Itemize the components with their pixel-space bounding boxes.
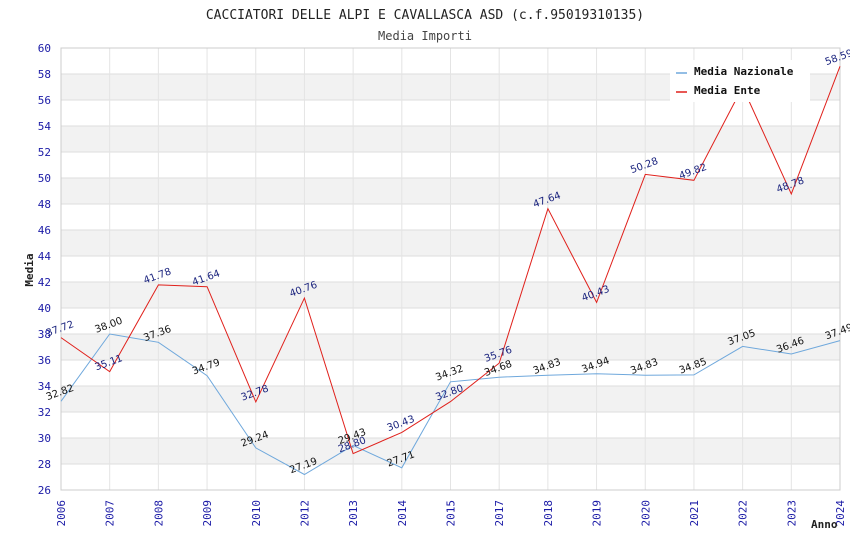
- y-tick-label: 60: [38, 42, 51, 55]
- data-label-ente: 50.28: [629, 156, 660, 176]
- x-tick-label: 2021: [688, 500, 701, 527]
- y-tick-label: 26: [38, 484, 51, 497]
- chart-title: CACCIATORI DELLE ALPI E CAVALLASCA ASD (…: [206, 8, 644, 23]
- grid-lines: [60, 47, 841, 491]
- y-tick-label: 36: [38, 354, 51, 367]
- x-axis-label: Anno: [811, 518, 838, 531]
- data-label-ente: 58.59: [824, 48, 850, 68]
- y-tick-label: 32: [38, 406, 51, 419]
- y-tick-label: 44: [38, 250, 52, 263]
- data-label-nazionale: 38.00: [94, 316, 125, 336]
- x-tick-label: 2015: [445, 500, 458, 527]
- y-tick-label: 48: [38, 198, 51, 211]
- y-axis-ticks: 26 28 30 32 34 36 38 40 42 44 46 48 50 52 54 56 58 60: [38, 42, 52, 497]
- y-tick-label: 30: [38, 432, 51, 445]
- y-tick-label: 52: [38, 146, 51, 159]
- x-tick-label: 2009: [201, 500, 214, 527]
- x-tick-label: 2023: [785, 500, 798, 527]
- series-line-ente: [60, 66, 841, 455]
- x-tick-label: 2024: [834, 500, 847, 527]
- legend-label-nazionale: Media Nazionale: [694, 65, 794, 78]
- x-tick-label: 2020: [639, 500, 652, 527]
- y-tick-label: 58: [38, 68, 51, 81]
- x-tick-label: 2017: [493, 500, 506, 527]
- x-tick-label: 2013: [347, 500, 360, 527]
- x-tick-label: 2007: [104, 500, 117, 527]
- x-tick-label: 2019: [591, 500, 604, 527]
- y-tick-label: 28: [38, 458, 51, 471]
- y-tick-label: 42: [38, 276, 51, 289]
- y-tick-label: 38: [38, 328, 51, 341]
- y-axis-label: Media: [23, 253, 36, 286]
- x-tick-label: 2022: [737, 500, 750, 527]
- x-tick-label: 2018: [542, 500, 555, 527]
- y-tick-label: 46: [38, 224, 51, 237]
- y-tick-label: 34: [38, 380, 52, 393]
- x-tick-label: 2008: [152, 500, 165, 527]
- x-tick-label: 2014: [396, 500, 409, 527]
- x-tick-label: 2006: [55, 500, 68, 527]
- series-lines: [60, 66, 841, 476]
- x-tick-label: 2012: [298, 500, 311, 527]
- legend-box: [670, 60, 810, 102]
- series-line-nazionale: [60, 333, 841, 476]
- chart-subtitle: Media Importi: [378, 29, 472, 43]
- legend-label-ente: Media Ente: [694, 84, 761, 97]
- legend: Media Nazionale Media Ente: [670, 60, 810, 102]
- y-tick-label: 56: [38, 94, 51, 107]
- x-axis-ticks: 2006 2007 2008 2009 2010 2012 2013 2014 2015 2017…: [55, 500, 847, 527]
- x-tick-label: 2010: [250, 500, 263, 527]
- y-tick-label: 54: [38, 120, 52, 133]
- y-tick-label: 50: [38, 172, 51, 185]
- data-label-ente: 30.43: [386, 414, 417, 434]
- y-tick-label: 40: [38, 302, 51, 315]
- plot-border: [60, 47, 841, 491]
